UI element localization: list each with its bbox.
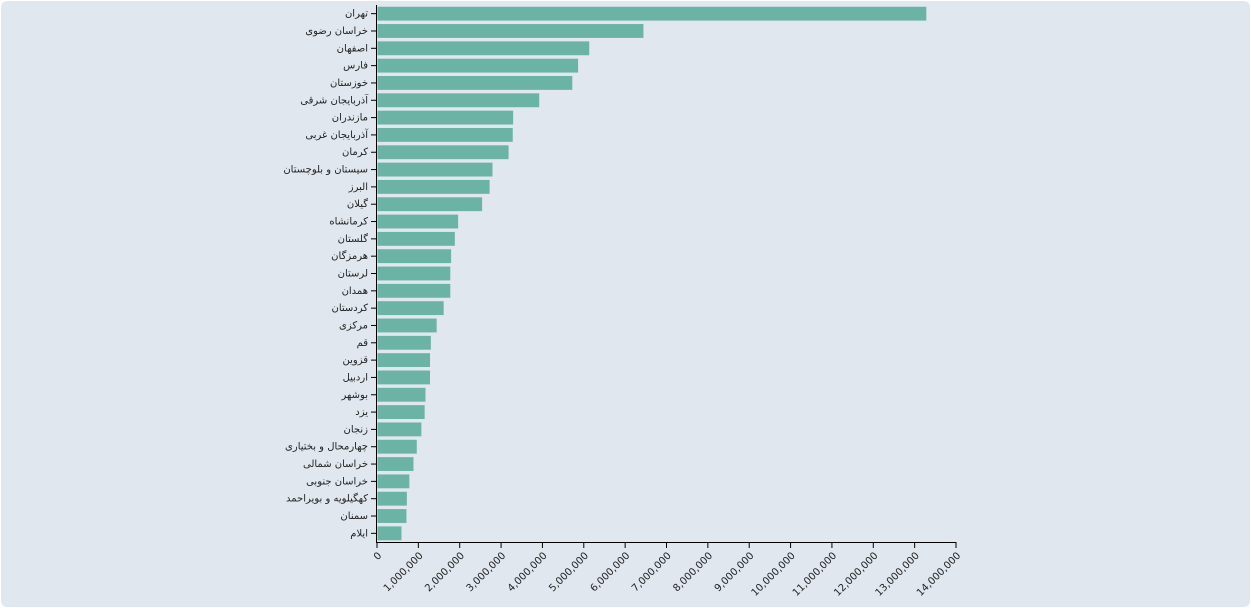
y-tick-label: لرستان: [338, 269, 368, 280]
y-tick-label: هرمزگان: [331, 250, 368, 262]
bar: [377, 93, 540, 108]
bar: [377, 76, 573, 90]
y-tick-label: اردبیل: [343, 372, 368, 383]
bar: [377, 457, 414, 471]
bar: [377, 335, 431, 350]
bar: [377, 231, 455, 246]
y-tick-label: تهران: [345, 9, 368, 20]
bar: [377, 266, 451, 281]
x-tick-label: 0: [372, 550, 384, 562]
x-axis: 01,000,0002,000,0003,000,0004,000,0005,0…: [372, 542, 963, 599]
x-tick-label: 2,000,000: [423, 550, 467, 594]
bar: [377, 127, 513, 142]
bar: [377, 526, 402, 541]
x-tick-label: 3,000,000: [465, 550, 509, 594]
y-tick-label: بوشهر: [341, 390, 368, 401]
bar: [377, 41, 590, 56]
bar: [377, 422, 422, 437]
y-tick-label: زنجان: [344, 424, 369, 435]
bar: [377, 24, 644, 38]
bar: [377, 387, 426, 402]
y-tick-label: همدان: [342, 286, 368, 297]
x-tick-label: 9,000,000: [713, 550, 757, 594]
x-tick-label: 8,000,000: [671, 550, 715, 594]
y-tick-label: یزد: [355, 407, 368, 418]
bar: [377, 145, 509, 160]
y-tick-label: اصفهان: [337, 43, 368, 54]
y-tick-label: گیلان: [347, 198, 368, 210]
bar: [377, 370, 431, 385]
bar: [377, 58, 579, 73]
y-tick-label: سیستان و بلوچستان: [283, 165, 368, 176]
bar: [377, 214, 459, 229]
y-tick-label: فارس: [343, 61, 368, 72]
bar: [377, 301, 444, 316]
y-tick-label: آذربایجان غربی: [305, 128, 369, 141]
bar: [377, 491, 407, 506]
x-tick-label: 4,000,000: [506, 550, 550, 594]
y-tick-label: کهگیلویه و بویراحمد: [286, 493, 368, 505]
y-tick-label: مازندران: [332, 113, 368, 124]
bar: [377, 318, 437, 333]
y-tick-label: البرز: [348, 182, 368, 193]
y-tick-label: کرمان: [342, 147, 368, 158]
bar: [377, 6, 927, 21]
y-tick-label: مرکزی: [339, 320, 368, 331]
y-tick-label: سمنان: [340, 511, 368, 522]
bar: [377, 110, 514, 125]
y-tick-label: کردستان: [331, 303, 368, 314]
y-tick-label: ایلام: [350, 528, 368, 539]
y-tick-label: چهارمحال و بختیاری: [285, 442, 368, 453]
y-tick-label: کرمانشاه: [329, 217, 368, 228]
y-tick-label: خوزستان: [330, 78, 368, 89]
x-tick-label: 6,000,000: [589, 550, 633, 594]
y-tick-label: خراسان جنوبی: [306, 476, 368, 487]
x-tick-label: 1,000,000: [382, 550, 426, 594]
bars-group: [377, 6, 927, 541]
bar: [377, 474, 410, 489]
bar: [377, 405, 425, 420]
x-tick-label: 7,000,000: [630, 550, 674, 594]
bar: [377, 353, 431, 368]
x-tick-label: 5,000,000: [547, 550, 591, 594]
bar: [377, 439, 417, 454]
x-tick-label: 14,000,000: [915, 550, 963, 598]
y-tick-label: آذربایجان شرقی: [300, 93, 369, 106]
bar: [377, 179, 490, 194]
y-tick-label: گلستان: [338, 233, 369, 245]
bar: [377, 509, 407, 523]
y-tick-label: قزوین: [342, 355, 368, 366]
bar: [377, 162, 493, 177]
y-tick-label: خراسان شمالی: [303, 459, 368, 470]
bar: [377, 249, 452, 264]
y-tick-label: خراسان رضوی: [305, 26, 368, 37]
y-axis: تهران خراسان رضوی اصفهان فارس خوزستان آذربایج…: [283, 5, 377, 542]
y-tick-label: قم: [357, 338, 369, 349]
bar: [377, 283, 451, 298]
bar: [377, 197, 483, 212]
